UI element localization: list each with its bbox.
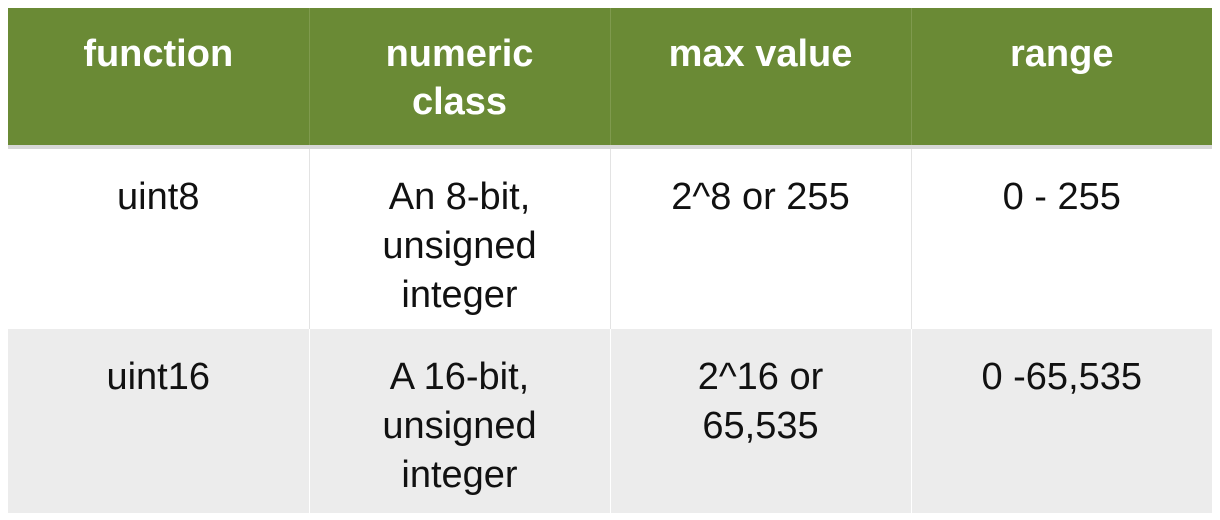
header-numeric-class: numeric class	[309, 8, 611, 145]
cell-numeric-class: An 8-bit, unsigned integer	[309, 149, 611, 329]
header-divider	[8, 145, 1212, 149]
data-table-container: function numeric class max value range u…	[8, 8, 1212, 515]
cell-max-value: 2^8 or 255	[610, 149, 912, 329]
cell-range: 0 -65,535	[981, 356, 1143, 398]
cell-function: uint8	[8, 149, 310, 329]
table-row: uint16 A 16-bit, unsigned integer 2^16 o…	[8, 329, 1212, 513]
cell-max-value: 2^16 or 65,535	[610, 329, 912, 513]
cell-function: uint16	[8, 329, 310, 513]
header-divider-line	[8, 145, 1212, 149]
cell-numeric-class: A 16-bit, unsigned integer	[309, 329, 611, 513]
header-function: function	[8, 8, 310, 145]
table-row: uint8 An 8-bit, unsigned integer 2^8 or …	[8, 149, 1212, 329]
header-max-value: max value	[610, 8, 912, 145]
cell-range: 0 - 255	[1002, 176, 1121, 218]
header-range: range	[911, 8, 1212, 145]
table-header-row: function numeric class max value range	[8, 8, 1212, 145]
integer-types-table: function numeric class max value range u…	[8, 8, 1212, 513]
